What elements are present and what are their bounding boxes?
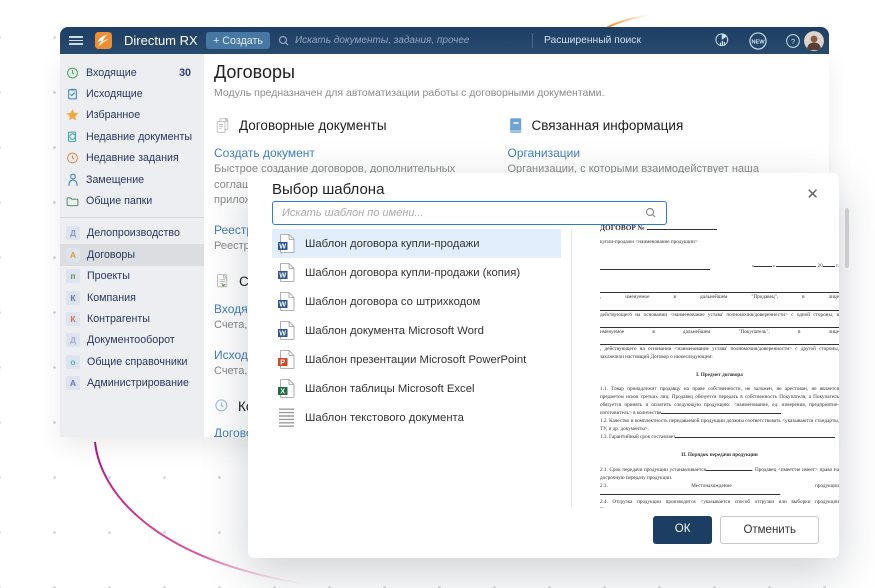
svg-text:?: ? <box>791 37 795 46</box>
svg-text:W: W <box>279 299 286 308</box>
svg-text:P: P <box>280 357 285 366</box>
svg-text:NEW: NEW <box>751 39 765 45</box>
svg-text:W: W <box>279 241 286 250</box>
svg-text:W: W <box>279 270 286 279</box>
svg-text:X: X <box>280 386 285 395</box>
svg-text:W: W <box>279 328 286 337</box>
